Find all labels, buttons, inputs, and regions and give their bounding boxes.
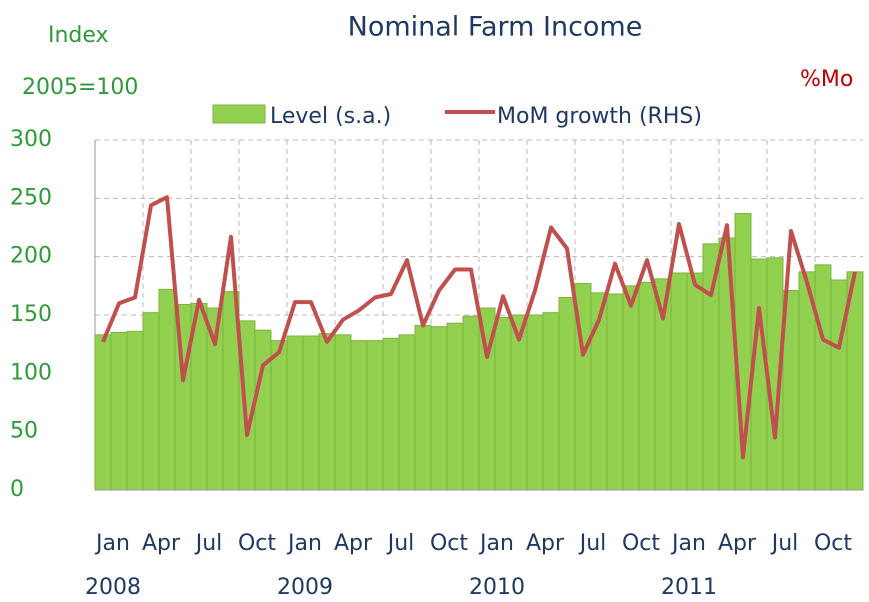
chart-title: Nominal Farm Income <box>348 12 643 43</box>
x-tick-label: Jul <box>770 531 799 556</box>
y-axis-sublabel: 2005=100 <box>22 75 138 100</box>
y2-axis-label: %Mo <box>800 67 853 92</box>
bar <box>318 333 336 491</box>
y-tick-label: 150 <box>10 302 52 327</box>
y-tick-label: 250 <box>10 185 52 210</box>
x-tick-label: Jan <box>286 531 322 556</box>
bar <box>158 288 176 491</box>
bar <box>526 314 544 491</box>
x-tick-label: Jul <box>578 531 607 556</box>
bar <box>542 312 560 491</box>
bar <box>254 329 272 491</box>
bar <box>126 330 144 491</box>
bar <box>302 335 320 491</box>
x-tick-label: Oct <box>814 531 852 556</box>
x-tick-label: Jan <box>94 531 130 556</box>
x-tick-label: Oct <box>430 531 468 556</box>
bar <box>638 281 656 491</box>
x-tick-label: Oct <box>622 531 660 556</box>
y-tick-label: 300 <box>10 127 52 152</box>
bar <box>110 332 128 491</box>
bar <box>350 340 368 491</box>
bar <box>382 337 400 491</box>
line <box>101 195 857 460</box>
bar <box>270 340 288 491</box>
bar <box>94 334 112 491</box>
bar <box>414 325 432 491</box>
x-tick-label: Jan <box>478 531 514 556</box>
x-tick-label: Jul <box>386 531 415 556</box>
bar <box>462 315 480 491</box>
bar <box>446 322 464 491</box>
x-tick-label: Oct <box>238 531 276 556</box>
bar <box>398 334 416 491</box>
x-tick-label: Apr <box>142 531 181 556</box>
y-tick-label: 0 <box>10 477 24 502</box>
bar <box>622 285 640 491</box>
bar <box>558 297 576 491</box>
bar <box>286 335 304 491</box>
bar <box>686 272 704 491</box>
y-tick-label: 50 <box>10 419 38 444</box>
bar <box>494 316 512 491</box>
x-tick-label: Apr <box>526 531 565 556</box>
bar <box>814 264 832 491</box>
x-tick-label: Apr <box>334 531 373 556</box>
bar <box>366 340 384 491</box>
y-axis-label: Index <box>48 23 109 48</box>
bar <box>430 326 448 491</box>
legend-swatch <box>212 104 266 124</box>
year-label: 2009 <box>277 575 333 600</box>
legend-label: MoM growth (RHS) <box>497 104 702 129</box>
bar <box>142 312 160 491</box>
bar <box>334 334 352 491</box>
year-label: 2010 <box>469 575 525 600</box>
legend-label: Level (s.a.) <box>270 104 391 129</box>
bar <box>718 237 736 491</box>
x-tick-label: Apr <box>718 531 757 556</box>
bar <box>670 272 688 491</box>
year-label: 2008 <box>85 575 141 600</box>
bar <box>606 293 624 491</box>
y-tick-label: 200 <box>10 244 52 269</box>
y-tick-label: 100 <box>10 360 52 385</box>
x-tick-label: Jul <box>194 531 223 556</box>
year-label: 2011 <box>661 575 717 600</box>
bar <box>702 243 720 491</box>
x-tick-label: Jan <box>670 531 706 556</box>
